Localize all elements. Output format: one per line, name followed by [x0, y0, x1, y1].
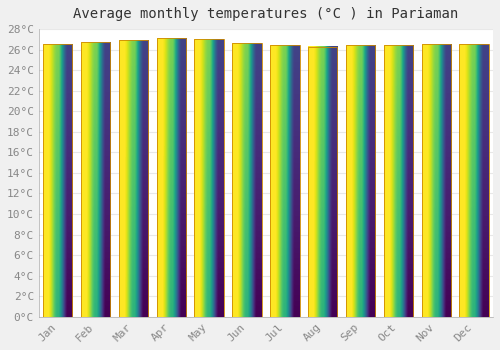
Bar [270, 46, 300, 317]
Bar [308, 47, 338, 317]
Bar [232, 43, 262, 317]
Bar [422, 44, 451, 317]
Bar [156, 38, 186, 317]
Bar [460, 44, 489, 317]
Bar [81, 42, 110, 317]
Bar [118, 40, 148, 317]
Bar [43, 44, 72, 317]
Title: Average monthly temperatures (°C ) in Pariaman: Average monthly temperatures (°C ) in Pa… [74, 7, 458, 21]
Bar [384, 46, 413, 317]
Bar [346, 46, 376, 317]
Bar [194, 39, 224, 317]
